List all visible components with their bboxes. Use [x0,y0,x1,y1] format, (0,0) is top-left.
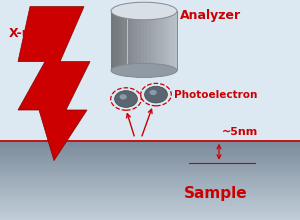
Bar [0,196,300,198]
Bar [0,146,300,149]
Bar [0,194,300,196]
Bar [0,206,300,208]
Text: Photoelectron: Photoelectron [174,90,257,100]
Bar [0,208,300,210]
Bar [0,166,300,169]
Bar [151,11,154,70]
Polygon shape [18,7,90,161]
Circle shape [145,86,167,103]
Bar [0,216,300,218]
Bar [121,11,124,70]
Bar [141,11,144,70]
Circle shape [149,90,157,95]
Bar [0,168,300,171]
Bar [0,184,300,186]
Bar [124,11,127,70]
Bar [0,158,300,161]
Text: Sample: Sample [184,186,248,201]
Bar [0,148,300,151]
Bar [0,190,300,192]
Bar [0,156,300,159]
Bar [0,160,300,163]
Bar [0,192,300,194]
Bar [0,212,300,214]
Bar [111,11,114,70]
Bar [0,200,300,202]
Circle shape [119,94,127,100]
Bar [157,11,161,70]
Bar [0,176,300,178]
Bar [0,214,300,216]
Text: X-rays: X-rays [9,27,52,40]
Bar [144,11,147,70]
Bar [0,178,300,180]
Bar [0,152,300,155]
Ellipse shape [111,63,177,77]
Bar [0,202,300,204]
Bar [0,144,300,147]
Bar [128,11,131,70]
Bar [0,218,300,220]
Bar [111,11,177,70]
Ellipse shape [111,2,177,20]
Bar [0,204,300,206]
Circle shape [115,91,137,107]
Bar [154,11,157,70]
Bar [0,198,300,200]
Bar [160,11,164,70]
Bar [0,210,300,212]
Bar [170,11,174,70]
Bar [0,188,300,190]
Bar [0,174,300,176]
Text: ~5nm: ~5nm [222,127,258,137]
Bar [0,154,300,157]
Bar [0,172,300,174]
Bar [174,11,177,70]
Bar [131,11,134,70]
Bar [147,11,151,70]
Bar [0,142,300,145]
Bar [118,11,121,70]
Bar [0,170,300,172]
Bar [0,162,300,165]
Bar [134,11,137,70]
Bar [0,180,300,182]
Bar [114,11,118,70]
Bar [0,186,300,188]
Bar [137,11,141,70]
Bar [0,182,300,184]
Bar [167,11,170,70]
Text: Analyzer: Analyzer [180,9,241,22]
Bar [0,164,300,167]
Bar [0,140,300,143]
Bar [0,150,300,153]
Bar [164,11,167,70]
